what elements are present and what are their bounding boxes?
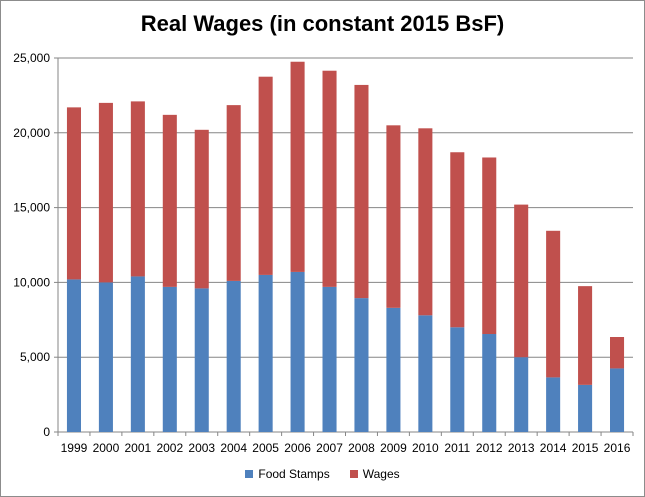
x-tick-label: 2005 — [252, 441, 279, 455]
bar-food-stamps — [162, 286, 177, 432]
bar-wages — [354, 84, 369, 299]
x-tick-label: 2016 — [604, 441, 631, 455]
bar-wages — [226, 105, 241, 281]
x-tick-label: 2003 — [188, 441, 215, 455]
bar-wages — [546, 230, 561, 378]
x-tick-label: 2007 — [316, 441, 343, 455]
bar-food-stamps — [578, 384, 593, 432]
x-tick-label: 2009 — [380, 441, 407, 455]
bar-wages — [386, 125, 401, 308]
y-tick-label: 25,000 — [13, 51, 50, 65]
chart-title: Real Wages (in constant 2015 BsF) — [140, 11, 505, 36]
bar-food-stamps — [66, 279, 81, 432]
x-tick-label: 2014 — [540, 441, 567, 455]
bar-food-stamps — [450, 327, 465, 432]
bar-food-stamps — [98, 282, 113, 432]
bar-food-stamps — [130, 276, 145, 432]
x-tick-label: 2001 — [125, 441, 152, 455]
y-tick-label: 0 — [43, 425, 50, 439]
y-tick-label: 15,000 — [13, 201, 50, 215]
bar-food-stamps — [354, 298, 369, 432]
bar-wages — [418, 128, 433, 316]
legend-label-wages: Wages — [362, 467, 400, 481]
x-tick-label: 2011 — [444, 441, 470, 455]
chart-legend: Food Stamps Wages — [1, 467, 644, 481]
bar-food-stamps — [546, 377, 561, 432]
bar-food-stamps — [322, 286, 337, 432]
bar-wages — [66, 107, 81, 280]
y-tick-label: 20,000 — [13, 126, 50, 140]
bar-wages — [130, 101, 145, 277]
x-tick-label: 1999 — [61, 441, 88, 455]
legend-item-food-stamps: Food Stamps — [245, 467, 330, 481]
bar-wages — [514, 204, 529, 358]
bar-food-stamps — [226, 280, 241, 432]
bar-food-stamps — [514, 357, 529, 432]
y-tick-label: 5,000 — [20, 350, 50, 364]
x-tick-label: 2015 — [572, 441, 599, 455]
bar-food-stamps — [418, 315, 433, 432]
legend-item-wages: Wages — [349, 467, 400, 481]
legend-label-food-stamps: Food Stamps — [258, 467, 330, 481]
bar-wages — [194, 129, 209, 289]
bar-wages — [450, 152, 465, 328]
bar-food-stamps — [386, 307, 401, 432]
bar-food-stamps — [610, 368, 625, 432]
x-tick-label: 2008 — [348, 441, 375, 455]
bar-wages — [482, 157, 497, 335]
bar-food-stamps — [482, 334, 497, 432]
legend-swatch-wages — [349, 470, 358, 478]
x-tick-label: 2013 — [508, 441, 535, 455]
x-tick-label: 2002 — [156, 441, 183, 455]
bar-food-stamps — [258, 274, 273, 432]
bar-wages — [258, 76, 273, 275]
bar-food-stamps — [290, 271, 305, 432]
x-tick-label: 2000 — [93, 441, 120, 455]
bar-wages — [162, 114, 177, 287]
legend-swatch-food-stamps — [245, 470, 254, 478]
bar-food-stamps — [194, 288, 209, 432]
x-tick-label: 2004 — [220, 441, 247, 455]
bar-wages — [290, 61, 305, 272]
x-tick-label: 2012 — [476, 441, 503, 455]
x-tick-label: 2006 — [284, 441, 311, 455]
bar-wages — [322, 70, 337, 287]
bar-wages — [610, 337, 625, 369]
y-tick-label: 10,000 — [13, 275, 50, 289]
bar-wages — [578, 286, 593, 385]
bar-wages — [98, 102, 113, 283]
x-tick-label: 2010 — [412, 441, 439, 455]
